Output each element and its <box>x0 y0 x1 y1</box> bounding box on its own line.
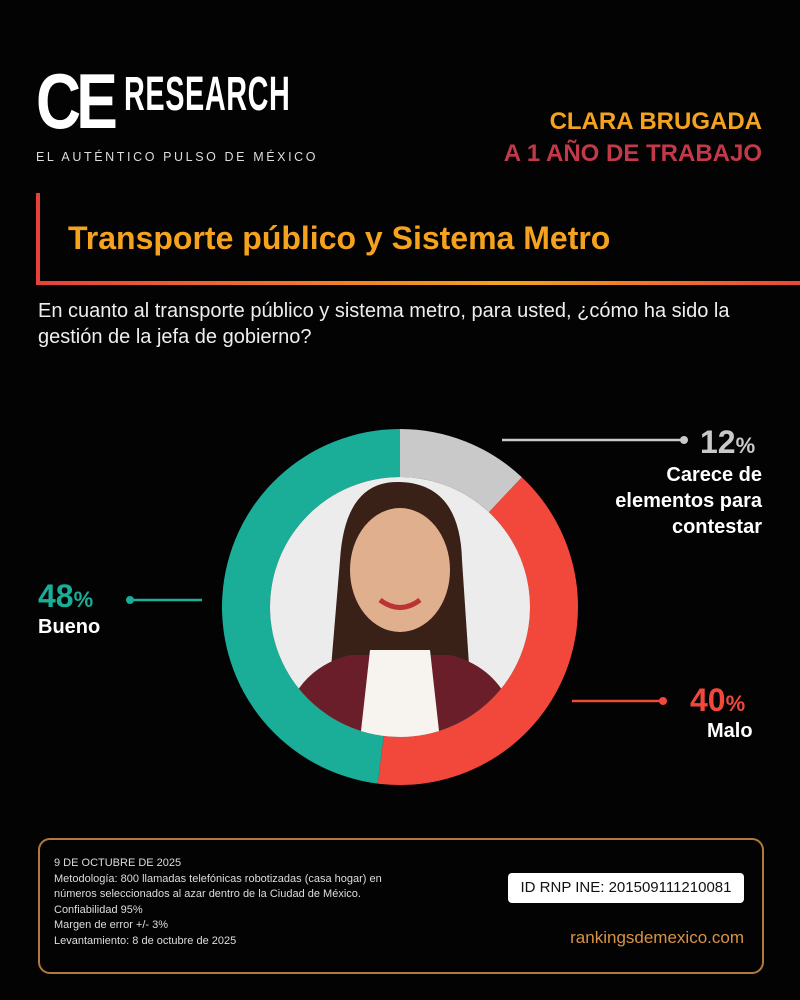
slice-value-bueno: 48% <box>38 578 94 614</box>
section-title: Transporte público y Sistema Metro <box>68 220 611 256</box>
methodology: 9 DE OCTUBRE DE 2025 Metodología: 800 ll… <box>54 856 382 949</box>
header-name: CLARA BRUGADA <box>549 108 762 135</box>
logo-research: RESEARCH <box>124 68 291 121</box>
slice-value-carece: 12% <box>700 424 756 460</box>
donut-slice-malo <box>377 477 579 786</box>
slice-value-malo: 40% <box>690 682 746 718</box>
title-frame <box>36 193 800 285</box>
confidence: Confiabilidad 95% <box>54 903 143 916</box>
header-subtitle: A 1 AÑO DE TRABAJO <box>503 140 762 167</box>
slice-label-bueno: Bueno <box>38 616 101 638</box>
portrait-photo <box>280 481 520 737</box>
website-link[interactable]: rankingsdemexico.com <box>570 928 744 947</box>
methodology-line1: Metodología: 800 llamadas telefónicas ro… <box>54 872 382 885</box>
survey-date: 9 DE OCTUBRE DE 2025 <box>54 857 182 869</box>
rnp-id-badge: ID RNP INE: 201509111210081 <box>508 873 744 903</box>
logo-ce: CE <box>36 57 118 145</box>
question: En cuanto al transporte público y sistem… <box>38 300 730 348</box>
ce-research-logo: CE RESEARCH <box>36 57 290 145</box>
margin-of-error: Margen de error +/- 3% <box>54 919 169 931</box>
survey-date-field: Levantamiento: 8 de octubre de 2025 <box>54 934 237 947</box>
slice-label-carece: Carece de elementos para contestar <box>615 464 762 538</box>
methodology-line2: números seleccionados al azar dentro de … <box>54 888 361 900</box>
tagline: EL AUTÉNTICO PULSO DE MÉXICO <box>36 150 319 164</box>
donut-slice-carece <box>400 429 522 513</box>
slice-label-malo: Malo <box>707 720 753 742</box>
donut-slice-bueno <box>221 429 400 784</box>
footer-box <box>38 838 764 974</box>
